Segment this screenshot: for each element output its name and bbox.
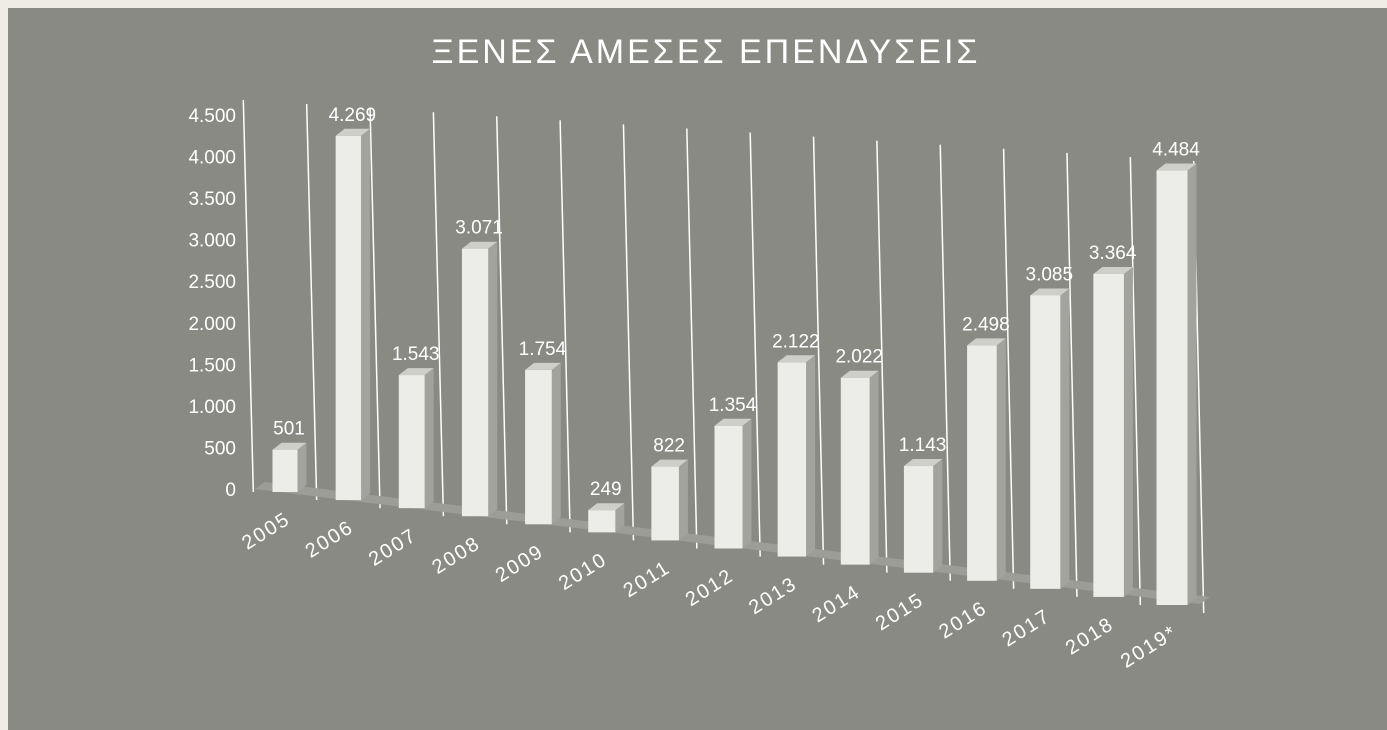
value-label: 2.122 xyxy=(772,331,820,352)
bar-side xyxy=(678,459,688,541)
bar-top xyxy=(1030,288,1070,296)
divider xyxy=(305,104,318,501)
bar-top xyxy=(967,338,1006,346)
bar-side xyxy=(869,370,879,565)
bar-top xyxy=(398,368,434,376)
bar-side xyxy=(615,503,625,533)
bar xyxy=(967,345,997,581)
y-tick-label: 0 xyxy=(225,480,236,501)
bar-top xyxy=(840,370,879,378)
value-label: 1.354 xyxy=(709,395,757,416)
y-tick-label: 3.000 xyxy=(188,231,236,252)
bar-side xyxy=(1060,288,1070,589)
bar xyxy=(840,377,870,565)
y-tick-label: 2.000 xyxy=(188,314,236,335)
bar-top xyxy=(777,355,816,363)
y-tick-label: 4.500 xyxy=(188,106,236,127)
divider xyxy=(686,128,698,549)
bar xyxy=(714,425,743,549)
bar xyxy=(903,466,934,573)
bar-top xyxy=(714,418,752,426)
bar xyxy=(272,449,298,492)
value-label: 2.498 xyxy=(962,314,1010,335)
bar-top xyxy=(651,459,688,467)
value-label: 3.085 xyxy=(1026,264,1074,285)
divider xyxy=(939,144,951,581)
value-label: 3.364 xyxy=(1089,243,1137,264)
bar-side xyxy=(297,442,307,492)
y-tick-label: 1.000 xyxy=(188,397,236,418)
bar-side xyxy=(424,368,434,509)
divider xyxy=(622,124,635,541)
bar-side xyxy=(1123,266,1133,597)
bar-side xyxy=(742,418,752,549)
y-tick-label: 2.500 xyxy=(188,272,236,293)
divider xyxy=(369,108,381,509)
divider xyxy=(1066,152,1078,597)
value-label: 822 xyxy=(653,436,685,457)
value-label: 249 xyxy=(590,479,622,500)
divider xyxy=(1002,148,1015,589)
bar-side xyxy=(933,459,943,573)
bar-top xyxy=(335,128,371,136)
divider xyxy=(496,116,508,525)
value-label: 2.022 xyxy=(835,347,883,368)
y-tick-label: 500 xyxy=(204,438,236,459)
y-tick-label: 1.500 xyxy=(188,355,236,376)
divider xyxy=(876,140,888,573)
divider xyxy=(1129,156,1142,605)
bar-side xyxy=(488,241,498,517)
divider xyxy=(242,99,255,492)
y-tick-label: 4.000 xyxy=(188,148,236,169)
bar xyxy=(651,466,679,541)
value-label: 1.143 xyxy=(899,435,947,456)
bar-top xyxy=(1093,266,1133,274)
value-label: 3.071 xyxy=(455,218,503,239)
divider xyxy=(812,136,825,565)
chart-title: ΞΕΝΕΣ ΑΜΕΣΕΣ ΕΠΕΝΔΥΣΕΙΣ xyxy=(432,33,981,71)
bar xyxy=(398,375,425,509)
value-label: 4.269 xyxy=(329,105,377,126)
value-label: 501 xyxy=(273,419,305,440)
bar xyxy=(777,362,807,557)
bar-top xyxy=(461,241,498,249)
value-label: 1.543 xyxy=(392,344,440,365)
value-label: 4.484 xyxy=(1152,140,1200,161)
bar-top xyxy=(903,459,943,467)
bar-top xyxy=(525,362,561,370)
bar xyxy=(1030,295,1061,589)
bar xyxy=(1093,273,1124,597)
bar-side xyxy=(361,128,371,501)
y-tick-label: 3.500 xyxy=(188,189,236,210)
bar-top xyxy=(588,503,625,511)
bar xyxy=(588,510,616,533)
divider xyxy=(559,120,571,533)
bar xyxy=(335,135,362,501)
divider xyxy=(432,112,445,517)
bar-side xyxy=(1187,163,1197,605)
bar xyxy=(525,369,552,525)
bar xyxy=(461,248,489,517)
bar-top xyxy=(1156,163,1197,171)
bar-side xyxy=(551,362,561,525)
value-label: 1.754 xyxy=(519,339,567,360)
bar-side xyxy=(996,338,1006,581)
bar xyxy=(1156,170,1188,605)
bar-side xyxy=(806,355,816,557)
bar-top xyxy=(272,442,307,450)
divider xyxy=(749,132,761,557)
